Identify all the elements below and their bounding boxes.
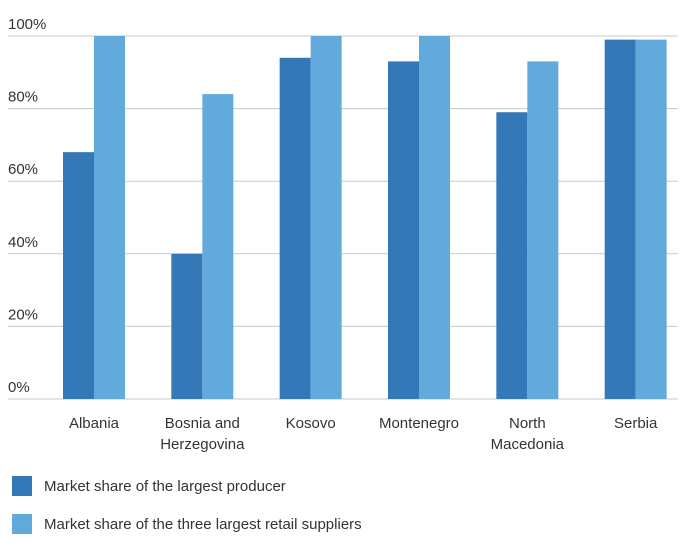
y-tick-label: 100% xyxy=(8,16,46,33)
bar-three-largest-retail xyxy=(635,39,667,399)
y-tick-label: 40% xyxy=(8,234,38,251)
y-tick-label: 20% xyxy=(8,306,38,323)
legend: Market share of the largest producer Mar… xyxy=(12,474,362,550)
bars xyxy=(63,36,667,399)
y-tick-label: 0% xyxy=(8,379,30,396)
bar-three-largest-retail xyxy=(202,94,234,399)
bar-largest-producer xyxy=(496,112,528,399)
bar-largest-producer xyxy=(388,61,419,399)
x-category-label: Bosnia and xyxy=(165,415,240,432)
legend-item-largest-producer: Market share of the largest producer xyxy=(12,474,362,498)
x-axis-labels: Albania Bosnia and Herzegovina Kosovo Monten… xyxy=(69,415,658,453)
bar-three-largest-retail xyxy=(94,36,125,399)
bar-largest-producer xyxy=(171,253,203,399)
legend-label-largest-producer: Market share of the largest producer xyxy=(44,477,286,495)
x-category-label: Herzegovina xyxy=(160,436,245,453)
legend-swatch-three-largest-retail xyxy=(12,514,32,534)
x-category-label: Albania xyxy=(69,415,120,432)
bar-largest-producer xyxy=(604,39,636,399)
bar-chart: 0% 20% 40% 60% 80% 100% Albania Bosnia and Herz… xyxy=(8,16,678,453)
bar-largest-producer xyxy=(279,57,311,399)
x-category-label: Kosovo xyxy=(286,415,336,432)
bar-three-largest-retail xyxy=(310,36,342,399)
legend-label-three-largest-retail: Market share of the three largest retail… xyxy=(44,515,362,533)
y-axis-ticks: 0% 20% 40% 60% 80% 100% xyxy=(8,16,46,396)
bar-three-largest-retail xyxy=(419,36,450,399)
x-category-label: Montenegro xyxy=(379,415,459,432)
x-category-label: Serbia xyxy=(614,415,658,432)
x-category-label: North xyxy=(509,415,546,432)
bar-three-largest-retail xyxy=(527,61,559,399)
legend-swatch-largest-producer xyxy=(12,476,32,496)
bar-largest-producer xyxy=(63,152,94,399)
x-category-label: Macedonia xyxy=(491,436,565,453)
legend-item-three-largest-retail: Market share of the three largest retail… xyxy=(12,512,362,536)
y-tick-label: 60% xyxy=(8,161,38,178)
y-tick-label: 80% xyxy=(8,89,38,106)
